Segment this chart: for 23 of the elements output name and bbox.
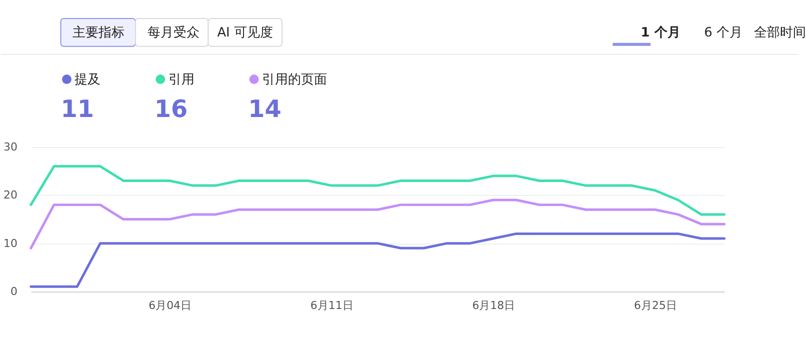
text: AI 可见度: [217, 24, 273, 40]
x-tick-label: 6月11日: [310, 298, 354, 312]
legend-label: 引用: [168, 72, 194, 88]
y-tick-label: 20: [4, 188, 18, 202]
y-tick-label: 10: [4, 236, 18, 250]
text: 每月受众: [147, 25, 200, 40]
text: 6 个月: [704, 25, 742, 40]
x-tick-label: 6月18日: [472, 298, 516, 312]
text: 14: [248, 95, 282, 124]
line-series: [30, 232, 726, 288]
text: 全部时间: [754, 25, 806, 40]
x-tick-label: 6月04日: [148, 298, 192, 312]
y-tick-label: 0: [10, 284, 18, 298]
line-series: [30, 165, 726, 216]
legend-label: 提及: [74, 72, 101, 88]
y-tick-label: 30: [4, 140, 18, 154]
text: 11: [60, 95, 94, 124]
line-series: [30, 198, 726, 250]
text: 1 个月: [640, 25, 680, 40]
text: 主要指标: [72, 24, 125, 40]
x-tick-label: 6月25日: [634, 298, 677, 312]
text: 16: [154, 95, 188, 124]
legend-label: 引用的页面: [262, 72, 328, 88]
